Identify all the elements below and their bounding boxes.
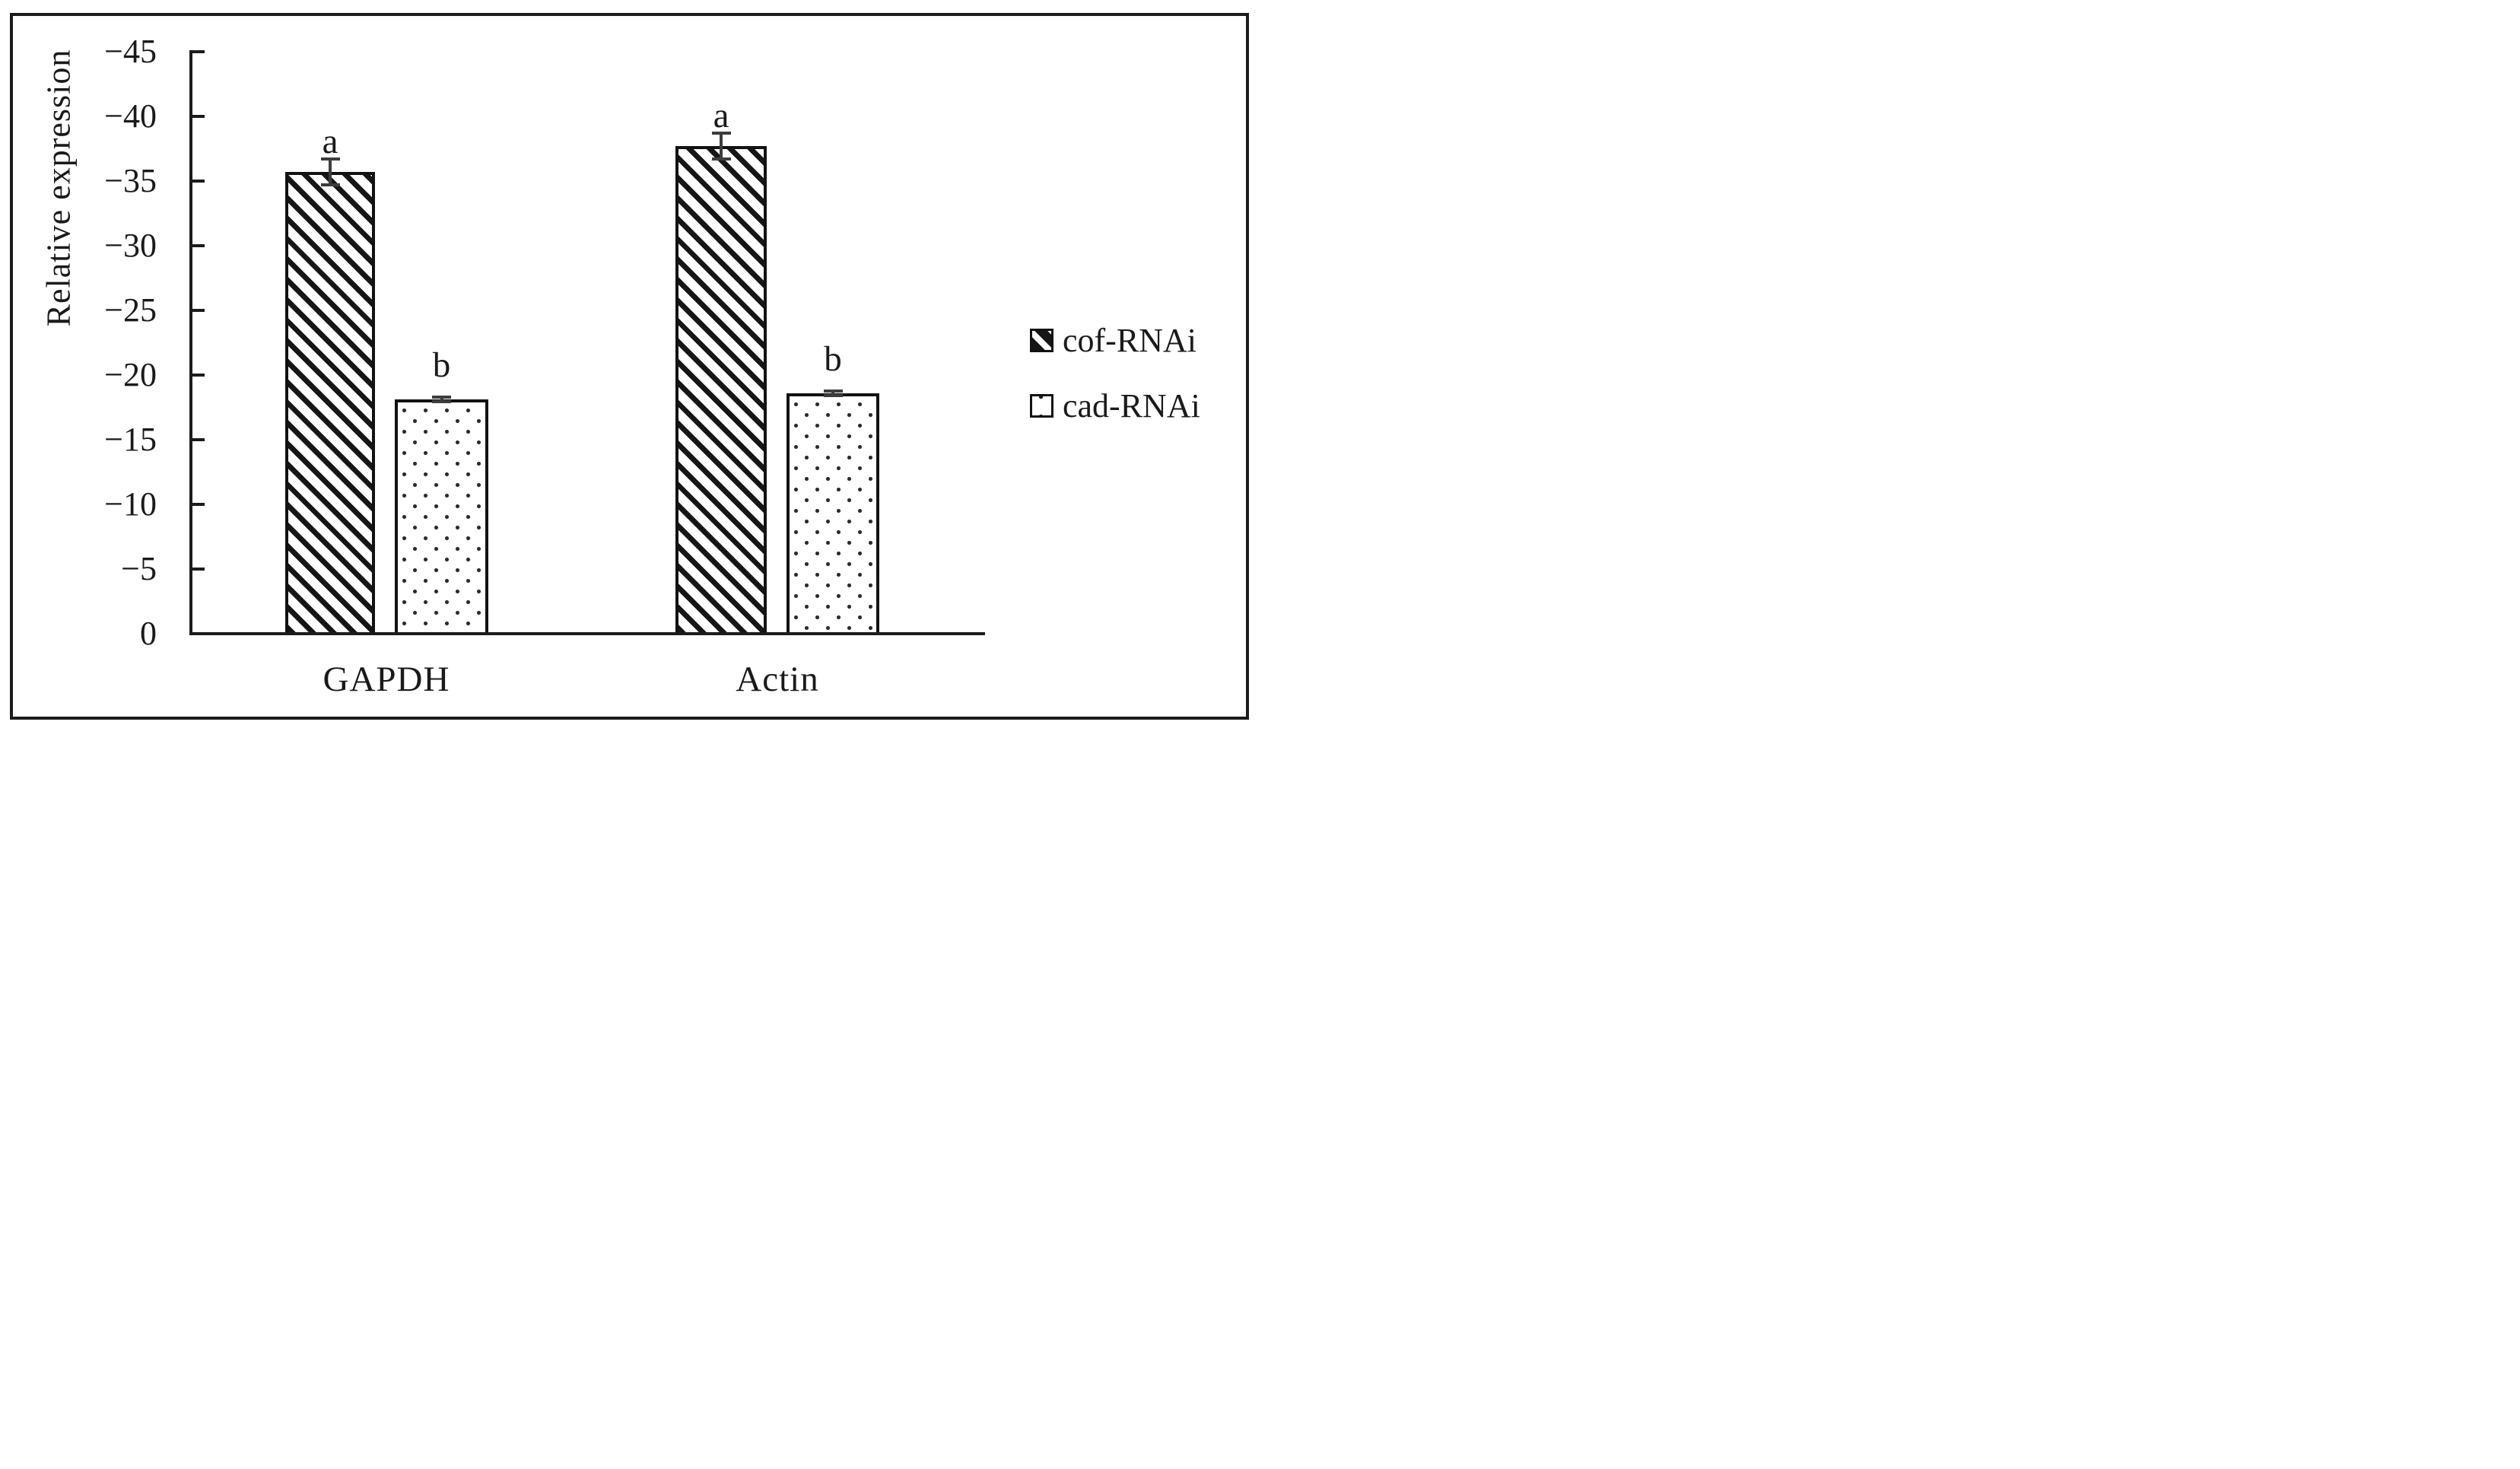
significance-letter: a xyxy=(322,122,338,161)
y-tick-label: −5 xyxy=(121,550,157,587)
y-tick-label: −45 xyxy=(104,33,157,70)
error-bar xyxy=(320,157,340,186)
y-tick-label: −35 xyxy=(104,162,157,199)
legend-label: cad-RNAi xyxy=(1063,387,1200,424)
bar-cof-rnai-actin xyxy=(675,146,767,635)
y-tick-label: 0 xyxy=(140,615,157,652)
significance-letter: b xyxy=(824,339,842,379)
y-tick xyxy=(189,50,205,53)
legend-swatch-dots-icon xyxy=(1030,394,1053,418)
x-category-label: Actin xyxy=(736,660,819,699)
significance-letter: b xyxy=(432,345,451,385)
legend-label: cof-RNAi xyxy=(1063,322,1196,359)
y-tick-label: −40 xyxy=(104,97,157,135)
y-axis-line xyxy=(189,50,192,635)
y-tick-label: −20 xyxy=(104,356,157,393)
error-bar xyxy=(432,395,451,404)
legend-swatch-diagonal-stripes-icon xyxy=(1030,329,1053,352)
bar-cad-rnai-gapdh xyxy=(395,399,488,635)
bar-cad-rnai-actin xyxy=(787,393,879,635)
bar-cof-rnai-gapdh xyxy=(285,172,375,635)
y-tick xyxy=(189,438,205,441)
y-tick-label: −15 xyxy=(104,421,157,458)
y-tick xyxy=(189,568,205,571)
figure-canvas: Relative expression 0 −5 −10 −15 −20 −25 −30 −3… xyxy=(0,0,1260,735)
y-tick xyxy=(189,244,205,247)
significance-letter: a xyxy=(713,96,729,135)
error-bar xyxy=(823,389,843,398)
y-tick-label: −10 xyxy=(104,485,157,523)
y-tick xyxy=(189,374,205,377)
error-bar xyxy=(711,132,731,161)
x-axis-line xyxy=(189,632,985,635)
y-tick-label: −25 xyxy=(104,291,157,329)
x-category-label: GAPDH xyxy=(323,660,450,699)
y-tick xyxy=(189,180,205,183)
y-tick xyxy=(189,115,205,118)
y-tick-label: −30 xyxy=(104,227,157,264)
y-tick xyxy=(189,309,205,312)
y-tick xyxy=(189,503,205,506)
figure-border xyxy=(10,13,1249,720)
